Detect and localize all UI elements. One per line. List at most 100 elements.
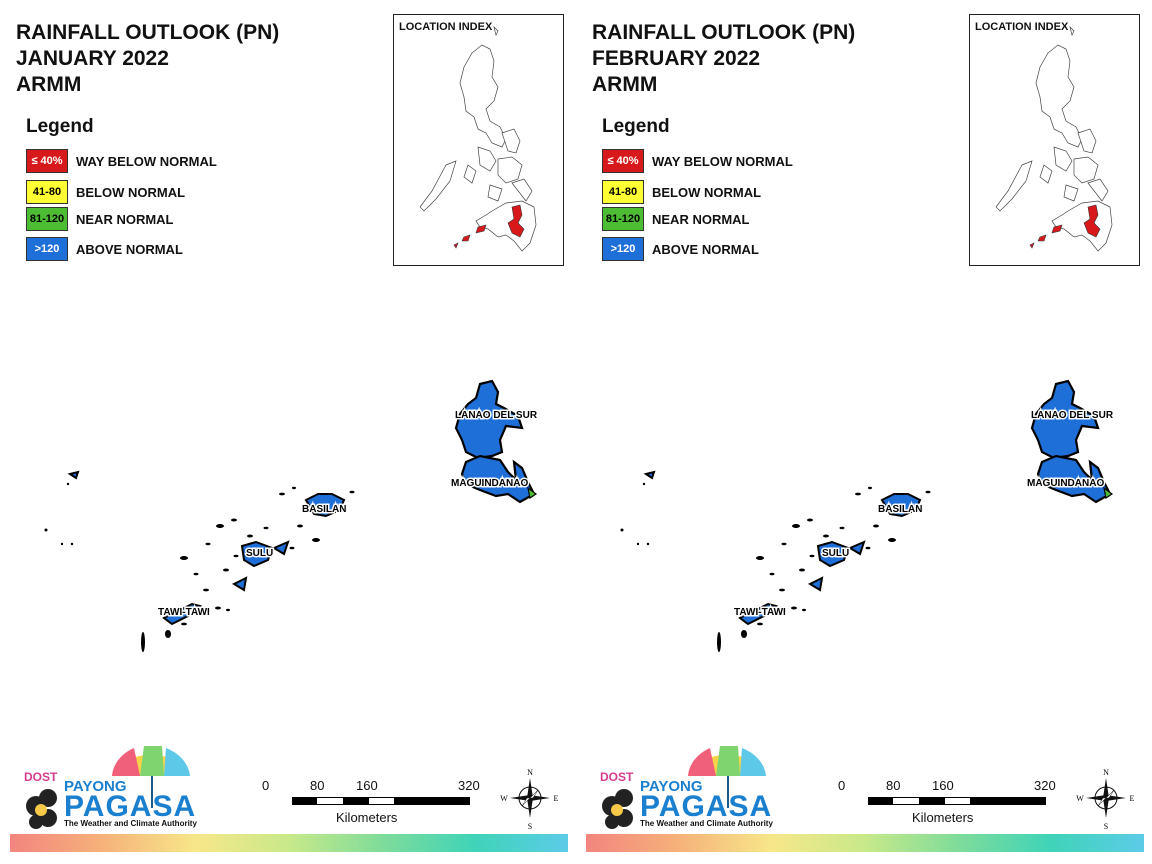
scale-tick-320: 320 (458, 778, 480, 793)
legend-swatch-near: 81-120 (26, 207, 68, 231)
sulu-province (816, 540, 850, 568)
scale-unit: Kilometers (336, 810, 398, 825)
sulu-province (240, 540, 274, 568)
legend-swatch-way-below: ≤ 40% (26, 149, 68, 173)
compass-w: W (1076, 794, 1084, 803)
tawi-tawi-island-b (807, 576, 824, 592)
armm-rainfall-map: LANAO DEL SUR MAGUINDANAO BASILAN SULU T… (44, 379, 539, 652)
legend-label-way-below: WAY BELOW NORMAL (76, 154, 217, 169)
maguindanao-near-normal-patch (527, 486, 538, 499)
scale-tick-0: 0 (838, 778, 846, 793)
minor-islands (44, 482, 355, 652)
panel-february: RAINFALL OUTLOOK (PN) FEBRUARY 2022 ARMM… (576, 0, 1152, 864)
sulu-island-east (271, 540, 290, 556)
label-sulu: SULU (246, 548, 273, 559)
logo-dost-text: DOST (24, 770, 58, 784)
footer-gradient-bar (586, 834, 1144, 852)
label-basilan: BASILAN (302, 504, 346, 515)
tawi-tawi-island-b (231, 576, 248, 592)
legend-label-below: BELOW NORMAL (76, 185, 186, 200)
map-title: RAINFALL OUTLOOK (PN) JANUARY 2022 ARMM (16, 20, 279, 98)
legend-swatch-below: 41-80 (26, 180, 68, 204)
small-island-north (643, 470, 656, 480)
compass-s: S (528, 822, 532, 830)
compass-rose: N S E W (1076, 766, 1136, 831)
scale-unit: Kilometers (912, 810, 974, 825)
tawi-tawi-province (162, 602, 203, 626)
footer-gradient-bar (10, 834, 568, 852)
title-region: ARMM (16, 73, 82, 96)
logo-pagasa-text: PAGASA (640, 790, 773, 823)
philippines-index-map (419, 25, 537, 252)
title-month: JANUARY 2022 (16, 47, 169, 70)
pagasa-logo: DOST PAYONG PAGASA The Weather and Clima… (592, 738, 782, 833)
location-index: LOCATION INDEX (969, 14, 1140, 266)
logo-tagline: The Weather and Climate Authority (640, 819, 773, 828)
legend-title: Legend (602, 116, 670, 137)
title-month: FEBRUARY 2022 (592, 47, 761, 70)
compass-e: E (1130, 794, 1135, 803)
location-index-title: LOCATION INDEX (975, 21, 1069, 33)
scale-bar: 0 80 160 320 Kilometers (262, 776, 492, 836)
legend-label-way-below: WAY BELOW NORMAL (652, 154, 793, 169)
scale-bar-graphic (292, 797, 470, 805)
map-title: RAINFALL OUTLOOK (PN) FEBRUARY 2022 ARMM (592, 20, 855, 98)
location-index-title: LOCATION INDEX (399, 21, 493, 33)
label-sulu: SULU (822, 548, 849, 559)
legend-swatch-way-below: ≤ 40% (602, 149, 644, 173)
title-line-1: RAINFALL OUTLOOK (PN) (16, 21, 280, 44)
label-tawi-tawi: TAWI-TAWI (734, 607, 786, 618)
maguindanao-near-normal-patch (1103, 486, 1114, 499)
scale-bar-graphic (868, 797, 1046, 805)
scale-tick-80: 80 (886, 778, 901, 793)
logo-pagasa-text: PAGASA (64, 790, 197, 823)
pagasa-logo: DOST PAYONG PAGASA The Weather and Clima… (16, 738, 206, 833)
basilan-province (880, 493, 922, 518)
panel-january: RAINFALL OUTLOOK (PN) JANUARY 2022 ARMM … (10, 14, 568, 852)
logo-payong-text: PAYONG (640, 778, 703, 795)
legend-title: Legend (26, 116, 94, 137)
umbrella-icon (26, 746, 190, 829)
legend-swatch-above: >120 (602, 237, 644, 261)
minor-islands (620, 482, 931, 652)
scale-tick-0: 0 (262, 778, 270, 793)
legend-label-near: NEAR NORMAL (76, 212, 174, 227)
legend-swatch-below: 41-80 (602, 180, 644, 204)
compass-icon: N S E W (1076, 768, 1135, 831)
compass-n: N (1103, 768, 1109, 777)
legend-swatch-above: >120 (26, 237, 68, 261)
location-index: LOCATION INDEX (393, 14, 564, 266)
label-maguindanao: MAGUINDANAO (1027, 478, 1104, 489)
compass-s: S (1104, 822, 1108, 830)
legend-label-above: ABOVE NORMAL (76, 242, 183, 257)
philippines-index-map (995, 25, 1113, 252)
umbrella-icon (602, 746, 766, 829)
compass-icon: N S E W (500, 768, 559, 831)
scale-tick-160: 160 (356, 778, 378, 793)
small-island-north (67, 470, 80, 480)
scale-tick-80: 80 (310, 778, 325, 793)
lanao-del-sur-province (454, 379, 524, 460)
logo-payong-text: PAYONG (64, 778, 127, 795)
compass-rose: N S E W (500, 766, 560, 831)
tawi-tawi-province (738, 602, 779, 626)
legend-swatch-near: 81-120 (602, 207, 644, 231)
lanao-del-sur-province (1030, 379, 1100, 460)
compass-n: N (527, 768, 533, 777)
scale-tick-320: 320 (1034, 778, 1056, 793)
label-lanao-del-sur: LANAO DEL SUR (1031, 410, 1114, 421)
logo-dost-text: DOST (600, 770, 634, 784)
logo-tagline: The Weather and Climate Authority (64, 819, 197, 828)
label-lanao-del-sur: LANAO DEL SUR (455, 410, 538, 421)
legend-label-below: BELOW NORMAL (652, 185, 762, 200)
legend-label-above: ABOVE NORMAL (652, 242, 759, 257)
scale-tick-160: 160 (932, 778, 954, 793)
legend-label-near: NEAR NORMAL (652, 212, 750, 227)
label-maguindanao: MAGUINDANAO (451, 478, 528, 489)
title-region: ARMM (592, 73, 658, 96)
label-tawi-tawi: TAWI-TAWI (158, 607, 210, 618)
maguindanao-province (460, 454, 536, 504)
maguindanao-province (1036, 454, 1112, 504)
scale-bar: 0 80 160 320 Kilometers (838, 776, 1068, 836)
compass-e: E (554, 794, 559, 803)
